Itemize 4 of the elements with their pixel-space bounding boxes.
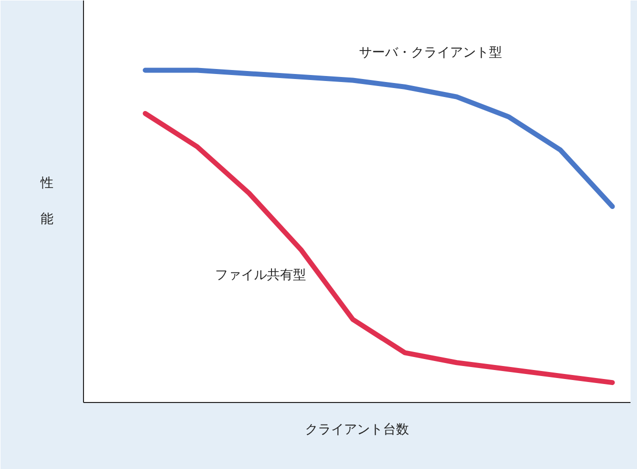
series-label: ファイル共有型 (215, 268, 306, 283)
text: 性能 (40, 176, 54, 227)
series-label: サーバ・クライアント型 (359, 45, 502, 60)
x-axis-title: クライアント台数 (305, 422, 409, 438)
